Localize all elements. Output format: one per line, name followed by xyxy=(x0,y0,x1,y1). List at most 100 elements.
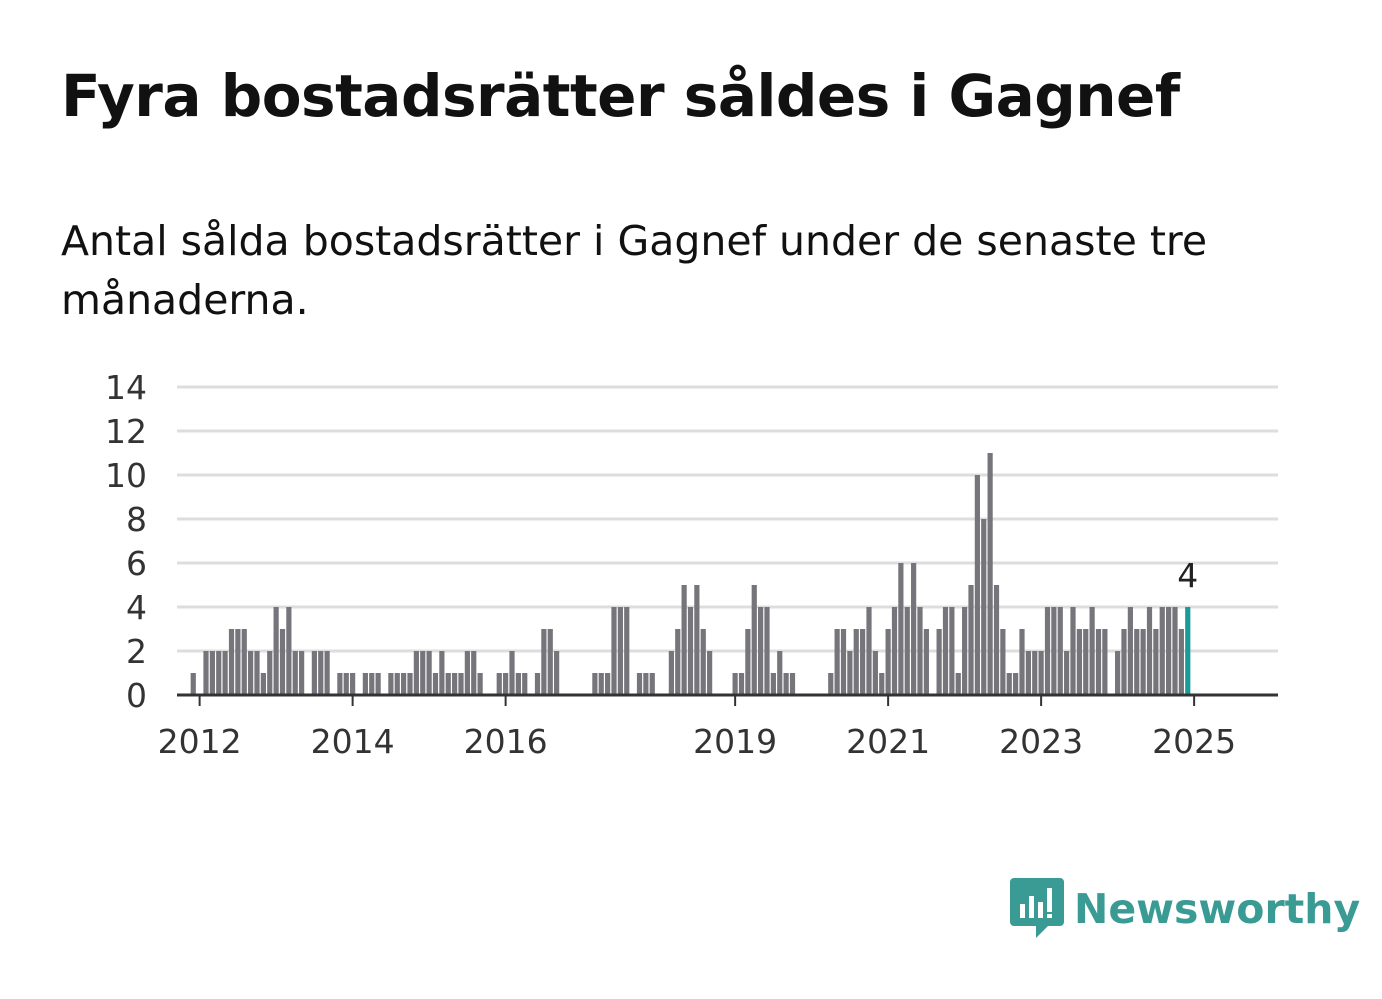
bar xyxy=(1102,629,1108,695)
chart-subtitle: Antal sålda bostadsrätter i Gagnef under… xyxy=(61,217,1208,324)
bar xyxy=(515,673,521,695)
bar xyxy=(375,673,381,695)
bar xyxy=(879,673,885,695)
bar xyxy=(789,673,796,695)
bar xyxy=(267,651,273,695)
highlight-bar xyxy=(1185,607,1191,695)
bar xyxy=(554,651,560,695)
bar xyxy=(369,673,375,695)
axes xyxy=(177,693,1278,706)
bar xyxy=(299,651,305,695)
bar xyxy=(503,673,509,695)
bar xyxy=(598,673,604,695)
bar xyxy=(751,585,757,695)
bar xyxy=(241,629,247,695)
bar xyxy=(1044,607,1051,695)
bar xyxy=(777,651,783,695)
highlight-value-label: 4 xyxy=(1177,556,1198,595)
bar xyxy=(1121,629,1127,695)
bar xyxy=(394,673,400,695)
bar xyxy=(407,673,413,695)
bar xyxy=(1166,607,1172,695)
bar xyxy=(898,563,904,695)
bar xyxy=(962,607,968,695)
bar xyxy=(286,607,292,695)
bar xyxy=(636,673,643,695)
y-tick-label: 14 xyxy=(105,368,147,407)
bar xyxy=(1019,629,1025,695)
bar xyxy=(452,673,458,695)
bar xyxy=(936,629,942,695)
bar xyxy=(732,673,738,695)
bars xyxy=(190,453,1191,695)
bar xyxy=(1070,607,1076,695)
bar xyxy=(464,651,470,695)
bar xyxy=(738,673,745,695)
bar xyxy=(254,651,260,695)
bar xyxy=(477,673,483,695)
bar xyxy=(681,585,687,695)
bar xyxy=(1032,651,1038,695)
bar xyxy=(432,673,439,695)
bar xyxy=(834,629,840,695)
bar xyxy=(1134,629,1140,695)
bar xyxy=(547,629,553,695)
bar xyxy=(675,629,681,695)
bar xyxy=(783,673,789,695)
bar xyxy=(974,475,980,695)
bar xyxy=(764,607,770,695)
bar xyxy=(840,629,847,695)
chart-title: Fyra bostadsrätter såldes i Gagnef xyxy=(61,62,1180,130)
bar xyxy=(1057,607,1063,695)
bar xyxy=(592,673,598,695)
bar xyxy=(853,629,859,695)
bar xyxy=(955,673,961,695)
bar xyxy=(1178,629,1184,695)
bar xyxy=(624,607,630,695)
bar xyxy=(273,607,279,695)
bar-chart-speech-bubble-icon xyxy=(1010,878,1064,938)
bar xyxy=(534,673,541,695)
bar xyxy=(1127,607,1133,695)
y-tick-label: 8 xyxy=(126,500,147,539)
bar xyxy=(700,629,706,695)
bar xyxy=(891,607,898,695)
bar xyxy=(324,651,330,695)
bar xyxy=(694,585,700,695)
bar xyxy=(350,673,356,695)
gridlines xyxy=(177,385,1278,653)
bar xyxy=(471,651,477,695)
x-tick-label: 2021 xyxy=(846,722,930,761)
bar xyxy=(1172,607,1178,695)
bar xyxy=(222,651,228,695)
bar xyxy=(458,673,464,695)
y-tick-label: 2 xyxy=(126,632,147,671)
bar xyxy=(1025,651,1031,695)
labels: 0 2 4 6 8 10 12 14 2012 2014 2016 2019 2021 2023 2025 4 xyxy=(105,368,1236,761)
bar xyxy=(1153,629,1159,695)
bar xyxy=(1159,607,1165,695)
bar xyxy=(993,585,1000,695)
bar xyxy=(860,629,866,695)
bar xyxy=(1038,651,1044,695)
x-tick-label: 2012 xyxy=(158,722,242,761)
bar xyxy=(496,673,502,695)
bar xyxy=(617,607,623,695)
x-tick-label: 2016 xyxy=(464,722,548,761)
y-tick-label: 4 xyxy=(126,588,147,627)
bar xyxy=(235,629,241,695)
x-tick-label: 2019 xyxy=(693,722,777,761)
bar xyxy=(190,673,196,695)
y-tick-label: 12 xyxy=(105,412,147,451)
y-tick-label: 6 xyxy=(126,544,147,583)
bar xyxy=(292,651,298,695)
bar xyxy=(942,607,949,695)
bar xyxy=(445,673,451,695)
bar xyxy=(279,629,286,695)
bar xyxy=(337,673,343,695)
bar xyxy=(885,629,891,695)
bar xyxy=(1146,607,1153,695)
x-tick-label: 2025 xyxy=(1152,722,1236,761)
bar-chart: 0 2 4 6 8 10 12 14 2012 2014 2016 2019 2021 2023 2025 4 xyxy=(105,368,1278,761)
bar xyxy=(847,651,853,695)
